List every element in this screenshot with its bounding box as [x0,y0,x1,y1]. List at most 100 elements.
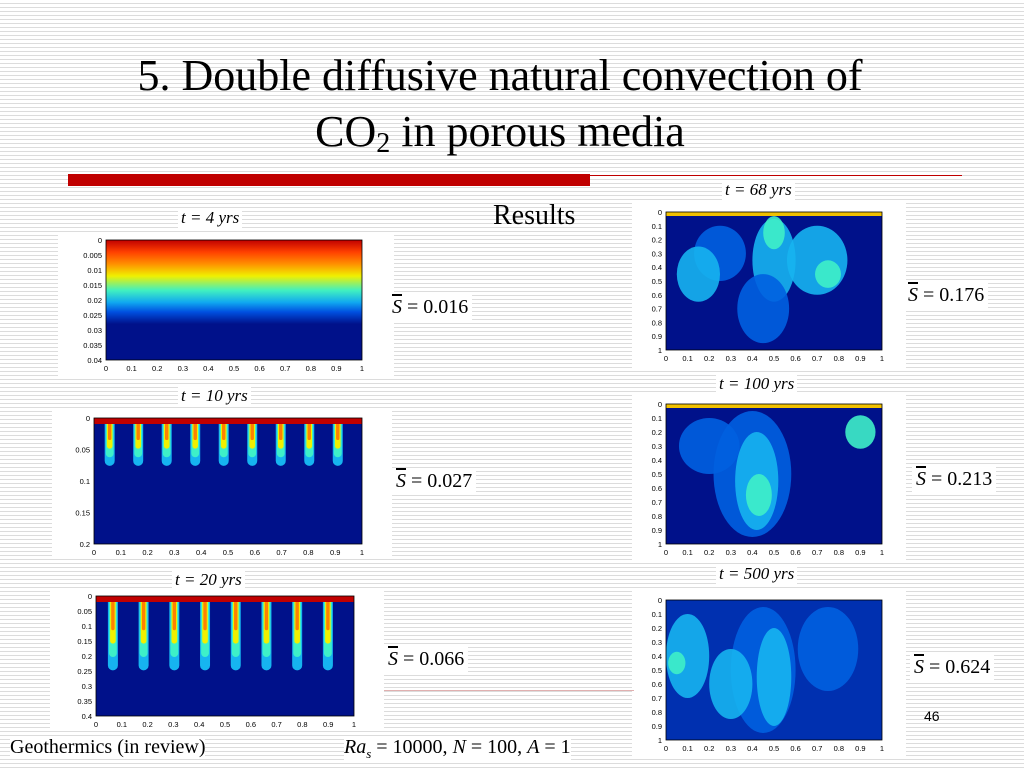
y-tick-label: 0.1 [652,414,662,423]
x-axis-ticks: 0 0.1 0.2 0.3 0.4 0.5 0.6 0.7 0.8 0.9 1 [664,548,884,557]
top-boundary-layer [666,404,882,408]
x-tick-label: 1 [880,354,884,363]
x-tick-label: 0 [664,354,668,363]
y-tick-label: 0.04 [87,356,102,365]
s-number: = 0.066 [403,648,465,670]
y-tick-label: 0.9 [652,332,662,341]
y-tick-label: 0.03 [87,326,102,335]
title-co: CO [315,107,377,156]
y-axis-ticks: 0 0.05 0.1 0.15 0.2 [75,414,90,549]
y-tick-label: 0.15 [75,509,90,518]
x-tick-label: 0.9 [855,548,865,557]
s-symbol: S [916,468,926,490]
y-tick-label: 0.2 [82,652,92,661]
y-tick-label: 0.7 [652,498,662,507]
y-tick-label: 0.8 [652,708,662,717]
x-tick-label: 0.8 [303,548,313,557]
ra-symbol: Ra [344,736,367,758]
plot-frame [665,599,883,741]
y-tick-label: 0.6 [652,680,662,689]
plot-frame [665,403,883,545]
x-tick-label: 0.2 [704,744,714,753]
s-value-68yrs: S = 0.176 [904,282,989,309]
y-tick-label: 0.5 [652,470,662,479]
plume-blob [709,649,753,719]
plume-blob [756,628,792,726]
plot-frame [93,417,363,545]
contour-plot-500yrs: 0 0.1 0.2 0.3 0.4 0.5 0.6 0.7 0.8 0.9 1 0 0.1 0.2 0.3… [632,588,906,756]
y-tick-label: 0 [658,596,662,605]
y-tick-label: 0.8 [652,512,662,521]
contour-svg: 0 0.1 0.2 0.3 0.4 0.5 0.6 0.7 0.8 0.9 1 0 0.1 0.2 0.3… [652,208,885,363]
x-tick-label: 1 [880,744,884,753]
y-tick-label: 0.4 [652,456,662,465]
plot-caption-68yrs: t = 68 yrs [722,180,795,200]
x-tick-label: 0.6 [250,548,260,557]
x-tick-label: 0.8 [297,720,307,728]
x-tick-label: 0.3 [178,364,188,373]
slide-title: 5. Double diffusive natural convection o… [0,48,1000,172]
x-tick-label: 0.7 [271,720,281,728]
plume-blob [763,216,785,250]
concentration-field [96,596,354,716]
s-value-500yrs: S = 0.624 [910,654,995,681]
x-axis-ticks: 0 0.1 0.2 0.3 0.4 0.5 0.6 0.7 0.8 0.9 1 [92,548,364,557]
y-tick-label: 0 [88,592,92,601]
y-axis-ticks: 0 0.05 0.1 0.15 0.2 0.25 0.3 0.35 0.4 [77,592,92,721]
x-tick-label: 0.4 [747,354,757,363]
s-number: = 0.027 [411,470,473,492]
divider-line [384,690,634,691]
n-value: = 100, [465,736,528,758]
y-tick-label: 0.9 [652,722,662,731]
plume-blob [737,274,790,344]
plume-finger [141,596,146,631]
x-tick-label: 0.2 [704,354,714,363]
y-tick-label: 0.9 [652,526,662,535]
x-tick-label: 0.5 [220,720,230,728]
x-tick-label: 0.7 [812,548,822,557]
x-tick-label: 0.2 [152,364,162,373]
x-axis-ticks: 0 0.1 0.2 0.3 0.4 0.5 0.6 0.7 0.8 0.9 1 [104,364,364,373]
plot-caption-4yrs: t = 4 yrs [178,208,243,228]
s-number: = 0.624 [929,656,991,678]
plume-finger [111,596,115,631]
plume-finger [326,596,330,631]
plume-structures [676,216,848,344]
y-tick-label: 0.1 [82,622,92,631]
x-tick-label: 0.1 [117,720,127,728]
contour-svg: 0 0.1 0.2 0.3 0.4 0.5 0.6 0.7 0.8 0.9 1 0 0.1 0.2 0.3… [652,596,885,753]
x-tick-label: 0.5 [769,744,779,753]
x-tick-label: 0.4 [203,364,213,373]
x-tick-label: 0.3 [726,548,736,557]
x-axis-ticks: 0 0.1 0.2 0.3 0.4 0.5 0.6 0.7 0.8 0.9 1 [664,354,884,363]
x-tick-label: 0.1 [682,744,692,753]
plot-frame [665,211,883,351]
x-tick-label: 0.7 [812,354,822,363]
x-tick-label: 0.2 [142,548,152,557]
x-tick-label: 0.2 [704,548,714,557]
y-axis-ticks: 0 0.005 0.01 0.015 0.02 0.025 0.03 0.035 0.04 [83,236,102,365]
plume-structures [666,607,859,733]
y-tick-label: 0.25 [77,667,92,676]
y-tick-label: 0.05 [75,446,90,455]
plume-finger [234,596,238,631]
y-tick-label: 0 [658,400,662,409]
s-symbol: S [396,470,406,492]
results-heading: Results [493,200,576,231]
plume-fingers [104,418,343,466]
x-tick-label: 0.9 [855,354,865,363]
y-tick-label: 0.2 [652,236,662,245]
plume-blob [678,418,740,474]
contour-svg: 0 0.05 0.1 0.15 0.2 0 0.1 0.2 0.3 0.4 0.5 0.6 0.7 0.… [75,414,364,557]
y-tick-label: 0.01 [87,266,102,275]
y-tick-label: 0.3 [652,249,662,258]
top-boundary-layer [666,212,882,216]
s-number: = 0.176 [923,284,985,306]
x-tick-label: 0 [94,720,98,728]
x-tick-label: 0 [664,548,668,557]
plume-finger [295,596,299,631]
x-tick-label: 0.9 [323,720,333,728]
x-tick-label: 1 [360,364,364,373]
s-symbol: S [908,284,918,306]
y-tick-label: 0.7 [652,305,662,314]
